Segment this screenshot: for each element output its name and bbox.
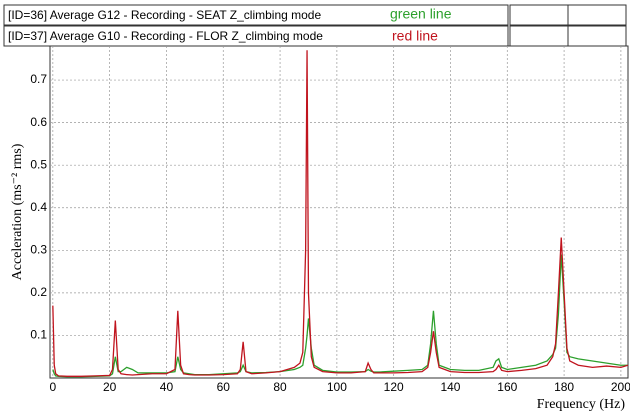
- y-tick-label: 0.2: [30, 285, 47, 299]
- y-tick-label: 0.5: [30, 157, 47, 171]
- header-box: [567, 25, 627, 47]
- series-line: [52, 50, 628, 377]
- x-tick-label: 200: [611, 380, 630, 394]
- y-tick-label: 0.6: [30, 115, 47, 129]
- x-tick-label: 60: [217, 380, 231, 394]
- x-tick-label: 0: [49, 380, 56, 394]
- x-tick-label: 160: [497, 380, 517, 394]
- x-tick-label: 140: [440, 380, 460, 394]
- x-tick-label: 120: [384, 380, 404, 394]
- series-name: [ID=36] Average G12 - Recording - SEAT Z…: [8, 8, 321, 22]
- y-tick-label: 0.3: [30, 242, 47, 256]
- series-name: [ID=37] Average G10 - Recording - FLOR Z…: [8, 29, 323, 43]
- x-tick-label: 100: [327, 380, 347, 394]
- y-tick-label: 0.7: [30, 72, 47, 86]
- header-cell: [3, 4, 509, 26]
- x-tick-label: 180: [554, 380, 574, 394]
- header-box: [509, 4, 569, 26]
- x-axis-label: Frequency (Hz): [537, 397, 626, 412]
- plot-frame: [49, 45, 629, 379]
- header-box: [509, 25, 569, 47]
- line-label: green line: [390, 6, 452, 22]
- y-tick-label: 0.1: [30, 328, 47, 342]
- line-label: red line: [392, 28, 438, 44]
- header-box: [567, 4, 627, 26]
- x-tick-label: 20: [103, 380, 117, 394]
- x-tick-label: 80: [273, 380, 287, 394]
- y-axis-label: Acceleration (ms⁻² rms): [10, 143, 25, 280]
- x-tick-label: 40: [160, 380, 174, 394]
- series-line: [52, 254, 628, 378]
- y-tick-label: 0.4: [30, 200, 47, 214]
